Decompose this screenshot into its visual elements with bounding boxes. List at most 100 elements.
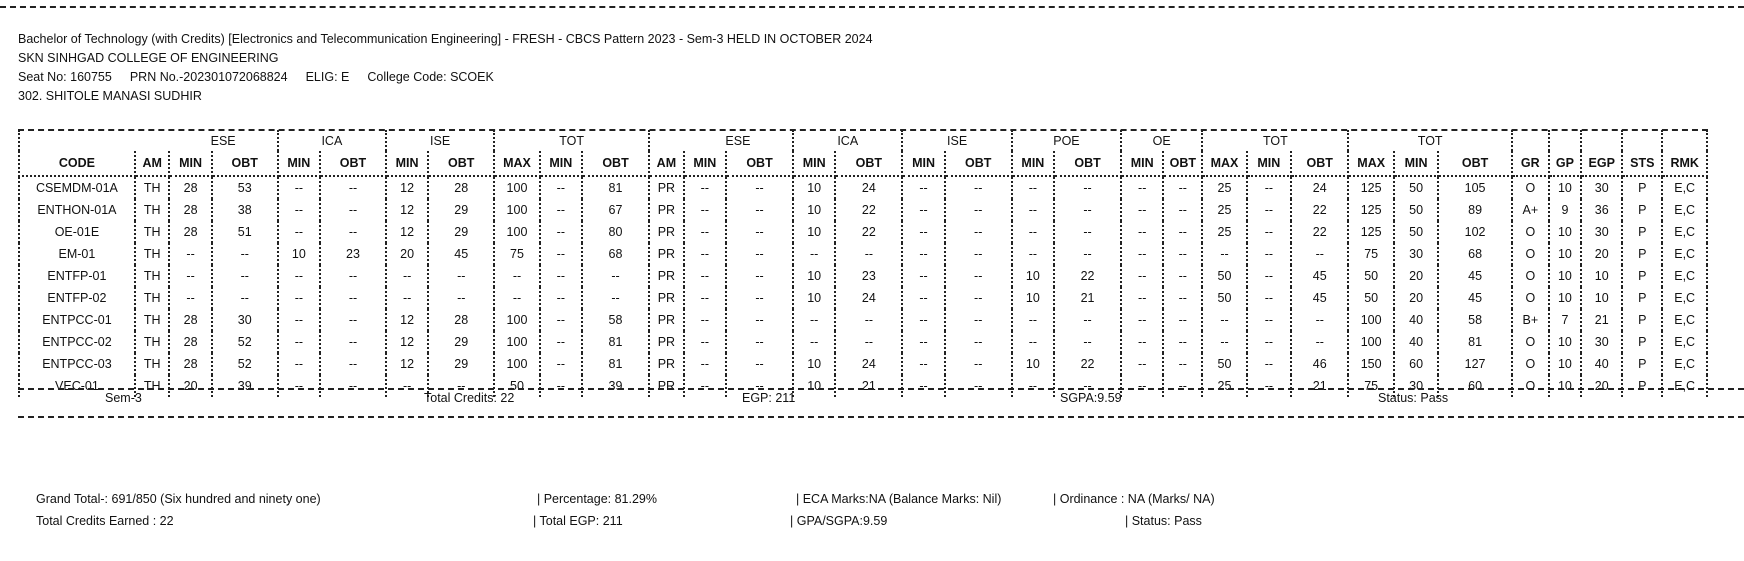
- table-cell: 22: [1053, 353, 1123, 375]
- am-group-cell: [135, 130, 170, 151]
- table-cell: 29: [428, 353, 496, 375]
- table-cell: 10: [1581, 265, 1624, 287]
- table-cell: --: [683, 243, 727, 265]
- table-cell: 50: [1348, 265, 1395, 287]
- table-cell: 29: [428, 199, 496, 221]
- subject-code-cell: EM-01: [18, 243, 136, 265]
- table-cell: P: [1622, 287, 1664, 309]
- tot-group: TOT: [1348, 130, 1513, 151]
- table-row: ENTPCC-01 TH 28 30 -- -- 12 28 100 -- 58 PR -- -- -- --…: [18, 309, 1708, 331]
- pr-am-group-cell: [649, 130, 684, 151]
- table-cell: 24: [835, 176, 904, 199]
- table-cell: E,C: [1662, 331, 1708, 353]
- table-cell: --: [277, 265, 321, 287]
- table-cell: --: [683, 331, 727, 353]
- column-header-row: CODE AM MIN OBT MIN OBT MIN OBT MAX MIN OBT AM MIN OB…: [18, 151, 1708, 177]
- table-cell: 28: [169, 353, 213, 375]
- table-cell: --: [1121, 243, 1165, 265]
- table-cell: PR: [649, 199, 685, 221]
- summary-egp: EGP: 211: [742, 391, 796, 405]
- table-cell: --: [683, 309, 727, 331]
- table-cell: 28: [169, 309, 213, 331]
- table-cell: TH: [134, 176, 171, 199]
- table-cell: --: [683, 176, 727, 199]
- final-status: | Status: Pass: [1125, 514, 1202, 528]
- table-cell: --: [725, 353, 795, 375]
- table-cell: 10: [1581, 287, 1624, 309]
- table-cell: --: [277, 309, 321, 331]
- column-header: OBT: [835, 151, 904, 177]
- table-cell: --: [539, 221, 583, 243]
- table-cell: --: [1163, 176, 1204, 199]
- column-header: OBT: [1053, 151, 1123, 177]
- column-header: STS: [1622, 151, 1664, 177]
- table-cell: --: [494, 287, 541, 309]
- table-cell: 28: [169, 221, 213, 243]
- column-header: OBT: [1163, 151, 1204, 177]
- prn-number: PRN No.-202301072068824: [129, 70, 288, 84]
- subject-code-cell: ENTPCC-03: [18, 353, 136, 375]
- table-cell: --: [725, 309, 795, 331]
- column-header: MAX: [1348, 151, 1395, 177]
- table-cell: 30: [1581, 331, 1624, 353]
- table-cell: 21: [1581, 309, 1624, 331]
- column-header: OBT: [1291, 151, 1350, 177]
- table-cell: --: [1163, 243, 1204, 265]
- table-cell: --: [1163, 265, 1204, 287]
- table-cell: 100: [494, 353, 541, 375]
- table-cell: 22: [835, 221, 904, 243]
- table-cell: --: [539, 331, 583, 353]
- table-cell: --: [277, 287, 321, 309]
- table-cell: --: [725, 265, 795, 287]
- pr-ese-group: ESE: [683, 130, 795, 151]
- column-header: MIN: [277, 151, 321, 177]
- table-cell: 45: [428, 243, 496, 265]
- table-cell: 81: [581, 353, 651, 375]
- table-cell: TH: [134, 309, 171, 331]
- subject-code-cell: ENTFP-02: [18, 287, 136, 309]
- table-cell: 20: [1581, 375, 1624, 397]
- table-cell: 127: [1438, 353, 1513, 375]
- table-cell: --: [1246, 331, 1293, 353]
- table-cell: 51: [211, 221, 279, 243]
- table-cell: 10: [1548, 353, 1583, 375]
- table-cell: 81: [581, 331, 651, 353]
- table-cell: 100: [494, 331, 541, 353]
- table-cell: E,C: [1662, 287, 1708, 309]
- table-cell: 81: [581, 176, 651, 199]
- table-cell: --: [1053, 221, 1123, 243]
- table-cell: 10: [1011, 287, 1055, 309]
- table-cell: PR: [649, 176, 685, 199]
- rmk-group-cell: [1662, 130, 1708, 151]
- table-cell: --: [1202, 331, 1248, 353]
- table-cell: 7: [1548, 309, 1583, 331]
- column-header: MIN: [1121, 151, 1165, 177]
- table-cell: E,C: [1662, 199, 1708, 221]
- table-cell: PR: [649, 375, 685, 397]
- table-cell: --: [319, 353, 388, 375]
- table-cell: O: [1511, 287, 1550, 309]
- table-cell: --: [902, 287, 946, 309]
- table-cell: E,C: [1662, 176, 1708, 199]
- table-cell: 45: [1291, 287, 1350, 309]
- table-cell: 50: [1393, 221, 1440, 243]
- column-header: OBT: [581, 151, 651, 177]
- table-cell: 67: [581, 199, 651, 221]
- table-cell: 10: [793, 287, 837, 309]
- summary-total-credits: Total Credits: 22: [424, 391, 515, 405]
- table-cell: --: [539, 243, 583, 265]
- seat-number: Seat No: 160755: [18, 70, 112, 84]
- student-ids: Seat No: 160755 PRN No.-202301072068824 EL…: [18, 68, 494, 87]
- table-cell: E,C: [1662, 265, 1708, 287]
- table-cell: 12: [386, 176, 430, 199]
- table-cell: O: [1511, 265, 1550, 287]
- table-cell: 10: [1548, 375, 1583, 397]
- table-cell: 12: [386, 199, 430, 221]
- table-cell: 21: [835, 375, 904, 397]
- table-cell: E,C: [1662, 309, 1708, 331]
- table-cell: 10: [1548, 265, 1583, 287]
- table-cell: 28: [169, 176, 213, 199]
- table-cell: --: [1121, 176, 1165, 199]
- table-cell: 20: [1393, 287, 1440, 309]
- table-cell: --: [1246, 309, 1293, 331]
